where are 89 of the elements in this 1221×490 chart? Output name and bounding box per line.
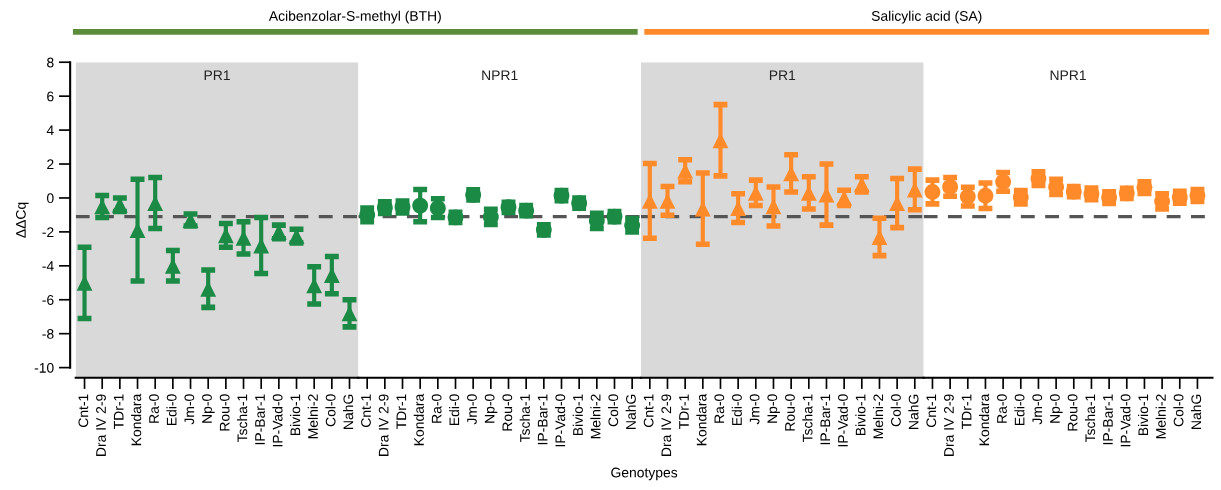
x-tick-label: Bivio-1 [855,394,866,436]
x-tick-label: TDr-1 [113,394,124,429]
x-tick-label: Rou-0 [785,394,795,431]
x-axis-title: Genotypes [611,467,678,481]
x-tick-label: TDr-1 [961,394,972,429]
x-tick-label: Edi-0 [731,394,742,426]
y-tick-label: 8 [47,57,54,68]
x-tick-label: Dra IV 2-9 [378,394,389,456]
text: Salicylic acid (SA) [871,10,982,24]
x-tick-label: Jm-0 [1032,394,1043,425]
x-tick-label: Tscha-1 [1084,394,1096,443]
chart-title: PR1 [769,70,796,81]
x-tick-label: Kondara [696,393,707,446]
x-tick-label: IP-Vad-0 [555,394,566,447]
x-tick-label: TDr-1 [679,394,689,429]
y-tick-label: -10 [34,362,54,373]
x-tick-label: Np-0 [1050,394,1063,423]
x-tick-label: Cnt-1 [643,394,654,428]
x-tick-label: Np-0 [202,394,215,423]
y-tick-label: -2 [42,227,54,237]
x-tick-label: NahG [625,394,636,429]
x-tick-label: IP-Bar-1 [820,394,831,445]
x-tick-label: Kondara [413,393,424,446]
x-tick-label: Cnt-1 [361,394,371,428]
x-tick-label: IP-Vad-0 [837,394,848,447]
x-tick-label: IP-Bar-1 [255,394,265,445]
x-tick-label: NahG [343,394,354,429]
x-tick-label: Bivio-1 [1137,394,1149,436]
x-tick-label: Ra-0 [149,394,159,423]
x-tick-label: Melni-2 [1155,394,1166,439]
x-tick-label: Col-0 [1173,394,1184,427]
x-tick-label: IP-Bar-1 [537,394,548,445]
x-tick-label: Dra IV 2-9 [96,394,106,456]
x-tick-label: Tscha-1 [519,394,530,443]
x-tick-label: Col-0 [608,394,619,427]
y-tick-label: -4 [42,261,54,271]
x-tick-label: Edi-0 [449,394,460,426]
x-tick-label: IP-Vad-0 [1120,394,1131,447]
x-tick-label: Rou-0 [219,394,230,431]
x-tick-label: Jm-0 [184,394,195,425]
x-tick-label: Kondara [978,393,990,446]
x-tick-label: Cnt-1 [926,394,937,428]
x-tick-label: Col-0 [325,394,336,427]
x-tick-label: Kondara [131,393,142,446]
point [924,184,941,200]
point [959,188,976,205]
x-tick-label: Dra IV 2-9 [944,394,954,456]
x-tick-label: Jm-0 [749,394,760,425]
x-tick-label: Rou-0 [502,394,513,431]
x-tick-label: Bivio-1 [290,394,301,436]
chart-title: NPR1 [482,70,518,81]
x-tick-label: Tscha-1 [802,394,813,443]
point [942,179,959,195]
y-tick-label: 2 [47,159,54,170]
x-tick-label: TDr-1 [396,394,407,429]
x-tick-label: NahG [908,394,919,429]
x-tick-label: Edi-0 [1014,394,1025,426]
x-tick-label: Np-0 [484,394,498,423]
y-tick-label: -6 [42,295,54,305]
x-tick-label: Dra IV 2-9 [661,394,672,456]
x-tick-label: Bivio-1 [572,394,583,436]
x-tick-label: Ra-0 [997,394,1007,423]
x-tick-label: Ra-0 [714,394,725,423]
x-tick-label: Melni-2 [872,394,884,439]
point [977,187,994,204]
point [412,197,429,214]
y-axis-title: ΔΔCq [15,202,29,238]
x-tick-label: Col-0 [890,394,901,427]
x-tick-label: Edi-0 [166,394,177,426]
x-tick-label: Rou-0 [1067,394,1078,431]
text: Acibenzolar-S-methyl (BTH) [268,10,441,24]
y-tick-label: 0 [46,193,54,204]
x-tick-label: IP-Vad-0 [272,394,283,447]
point [995,173,1012,190]
x-tick-label: Melni-2 [307,394,318,439]
x-tick-label: Melni-2 [590,394,601,439]
x-tick-label: Np-0 [767,394,780,423]
x-tick-label: IP-Bar-1 [1103,394,1113,445]
y-tick-label: 4 [46,125,54,136]
x-tick-label: Jm-0 [467,394,477,425]
x-tick-label: Cnt-1 [78,394,89,428]
chart-title: PR1 [204,70,230,81]
point [429,200,446,217]
x-tick-label: Tscha-1 [237,394,248,443]
chart-title: NPR1 [1050,70,1086,81]
y-tick-label: 6 [47,91,54,102]
x-tick-label: NahG [1190,394,1202,429]
x-tick-label: Ra-0 [431,394,442,423]
y-tick-label: -8 [42,329,54,339]
